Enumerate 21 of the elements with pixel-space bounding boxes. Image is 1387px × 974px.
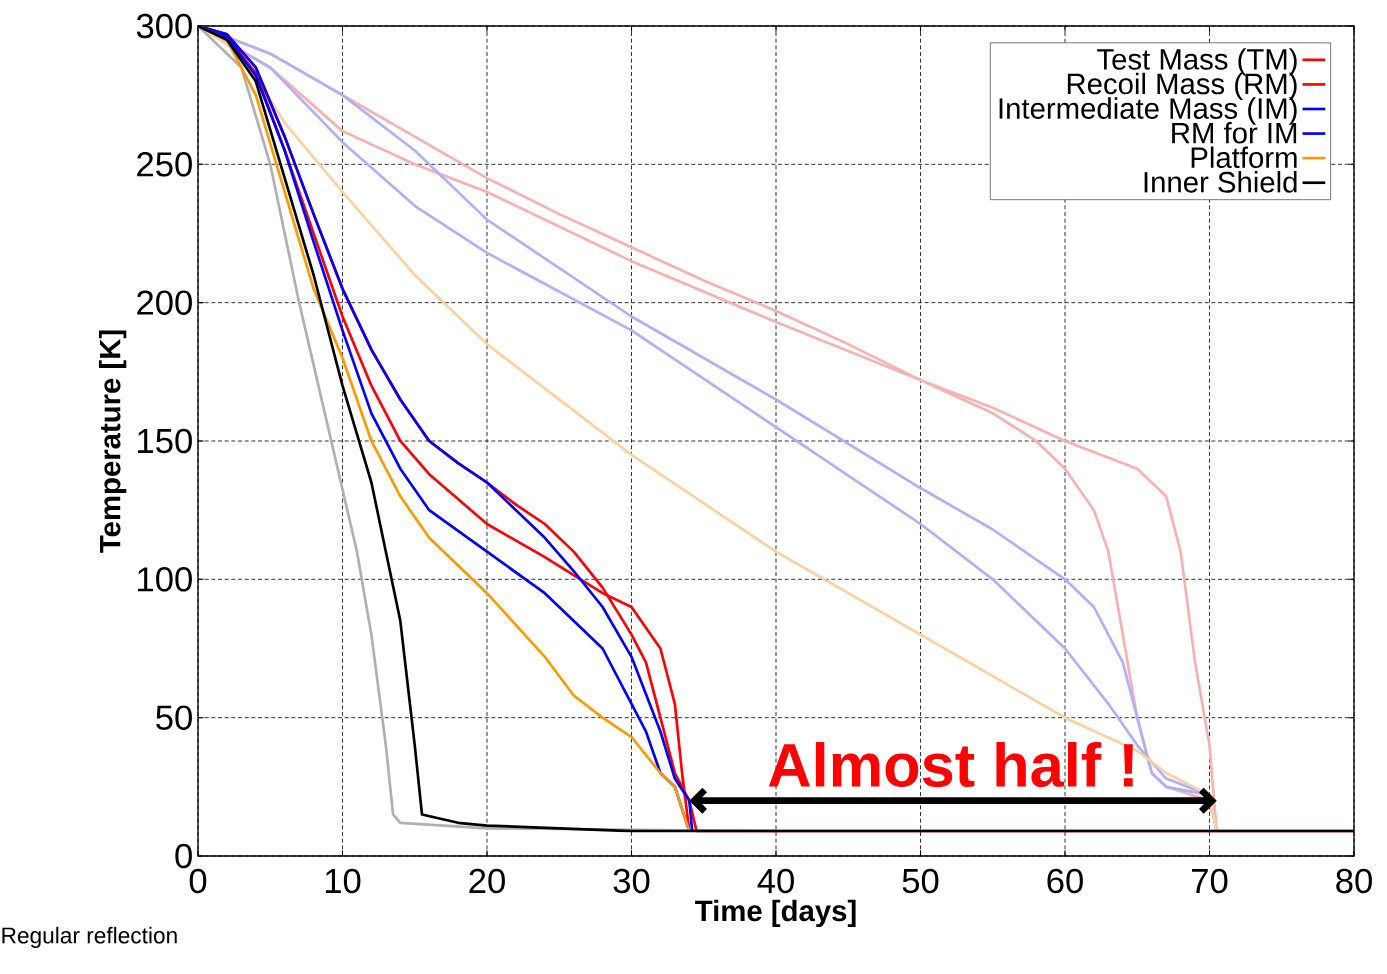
x-tick-label: 40 <box>757 868 794 894</box>
x-tick-label: 30 <box>613 868 650 894</box>
x-tick-label: 80 <box>1336 868 1372 894</box>
y-tick-label: 300 <box>136 13 192 39</box>
y-tick-label: 100 <box>138 567 192 592</box>
x-tick-label: 10 <box>325 868 361 894</box>
legend-label: Platform <box>1191 146 1297 169</box>
y-axis-title: Temperature [K] <box>98 330 127 553</box>
text: Regular reflection <box>2 926 177 948</box>
x-tick-label: 60 <box>1047 868 1083 894</box>
x-axis-title: Time [days] <box>695 899 856 928</box>
y-tick-label: 0 <box>175 843 192 869</box>
legend-label: Inner Shield <box>1144 171 1297 193</box>
x-tick-label: 50 <box>902 868 939 894</box>
annotation: Almost half ! <box>768 742 1133 788</box>
x-tick-label: 20 <box>469 868 505 894</box>
x-tick-label: 70 <box>1192 868 1228 894</box>
y-tick-label: 50 <box>156 705 192 730</box>
y-tick-label: 200 <box>137 290 192 315</box>
y-tick-label: 150 <box>138 428 192 454</box>
y-tick-label: 250 <box>137 152 192 177</box>
